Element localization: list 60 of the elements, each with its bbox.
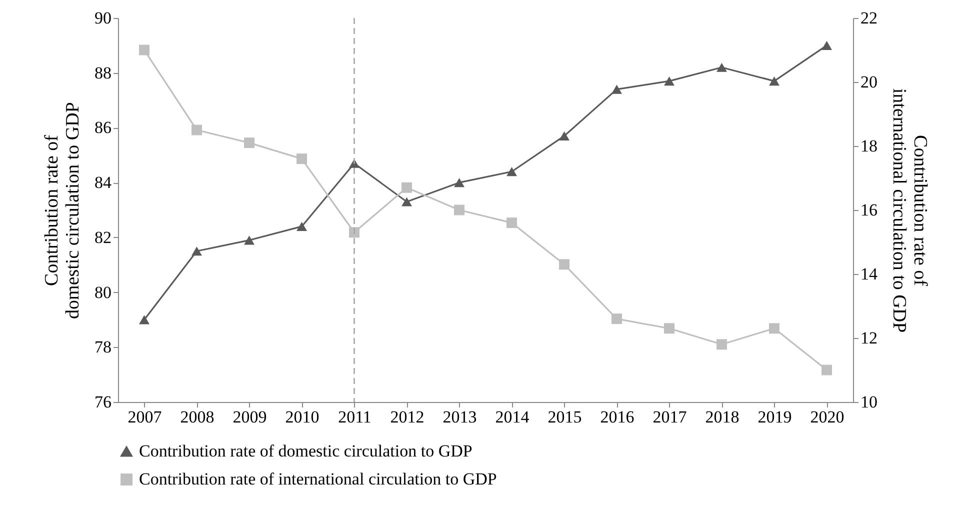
x-tick-label: 2020	[810, 408, 844, 426]
x-tick-label: 2008	[180, 408, 214, 426]
x-tick-label: 2012	[390, 408, 424, 426]
point	[454, 178, 464, 188]
y2-tick-label: 12	[860, 328, 878, 348]
y-tick-label: 78	[94, 338, 112, 357]
y2-tick-label: 10	[860, 392, 878, 412]
x-tick-label: 2018	[705, 408, 740, 426]
point	[559, 131, 570, 140]
point	[139, 44, 150, 56]
point	[244, 138, 254, 148]
point	[192, 124, 202, 136]
point	[139, 315, 150, 324]
point	[612, 84, 622, 94]
point	[559, 259, 570, 270]
point	[506, 167, 517, 176]
point	[612, 314, 622, 324]
point	[716, 339, 727, 350]
x-tick-label: 2017	[652, 408, 688, 426]
point	[769, 323, 780, 334]
y2-tick-label: 22	[860, 8, 878, 28]
point	[296, 154, 307, 164]
point	[454, 204, 464, 216]
point	[822, 40, 832, 50]
y-tick-label: 80	[94, 282, 112, 302]
y-tick-label: 84	[94, 173, 112, 192]
x-tick-label: 2011	[338, 408, 372, 426]
y2-tick-label: 20	[860, 72, 878, 92]
y-tick-label: 90	[94, 8, 112, 28]
y2-tick-label: 18	[860, 136, 878, 156]
y-tick-label: 86	[94, 118, 112, 138]
legend-label: Contribution rate of international circulation to GDP	[139, 470, 497, 488]
y-tick-label: 88	[94, 63, 112, 82]
point	[296, 222, 307, 231]
y-tick-label: 82	[94, 228, 112, 247]
y-axis-title: Contribution rate of domestic circulation to GDP	[42, 102, 84, 319]
point	[244, 236, 254, 245]
point	[664, 323, 674, 334]
x-tick-label: 2007	[128, 408, 162, 426]
y2-axis-title: Contribution rate of international circulation to GDP	[888, 88, 930, 333]
x-tick-label: 2015	[548, 408, 582, 426]
point	[402, 182, 412, 193]
y2-tick-label: 14	[860, 264, 878, 284]
x-tick-label: 2014	[495, 408, 530, 426]
x-tick-label: 2013	[442, 408, 477, 426]
point	[822, 364, 832, 376]
x-tick-label: 2019	[758, 408, 792, 426]
y2-tick-label: 16	[860, 200, 878, 220]
x-tick-label: 2010	[285, 408, 320, 426]
x-tick-label: 2016	[600, 408, 634, 426]
x-tick-label: 2009	[232, 408, 267, 426]
point	[769, 76, 780, 86]
point	[716, 62, 727, 72]
y-tick-label: 76	[94, 392, 112, 412]
point	[192, 246, 202, 256]
point	[349, 227, 360, 238]
legend-label: Contribution rate of domestic circulation to GDP	[139, 442, 472, 460]
point	[402, 197, 412, 206]
point	[506, 218, 517, 228]
point	[664, 76, 674, 86]
